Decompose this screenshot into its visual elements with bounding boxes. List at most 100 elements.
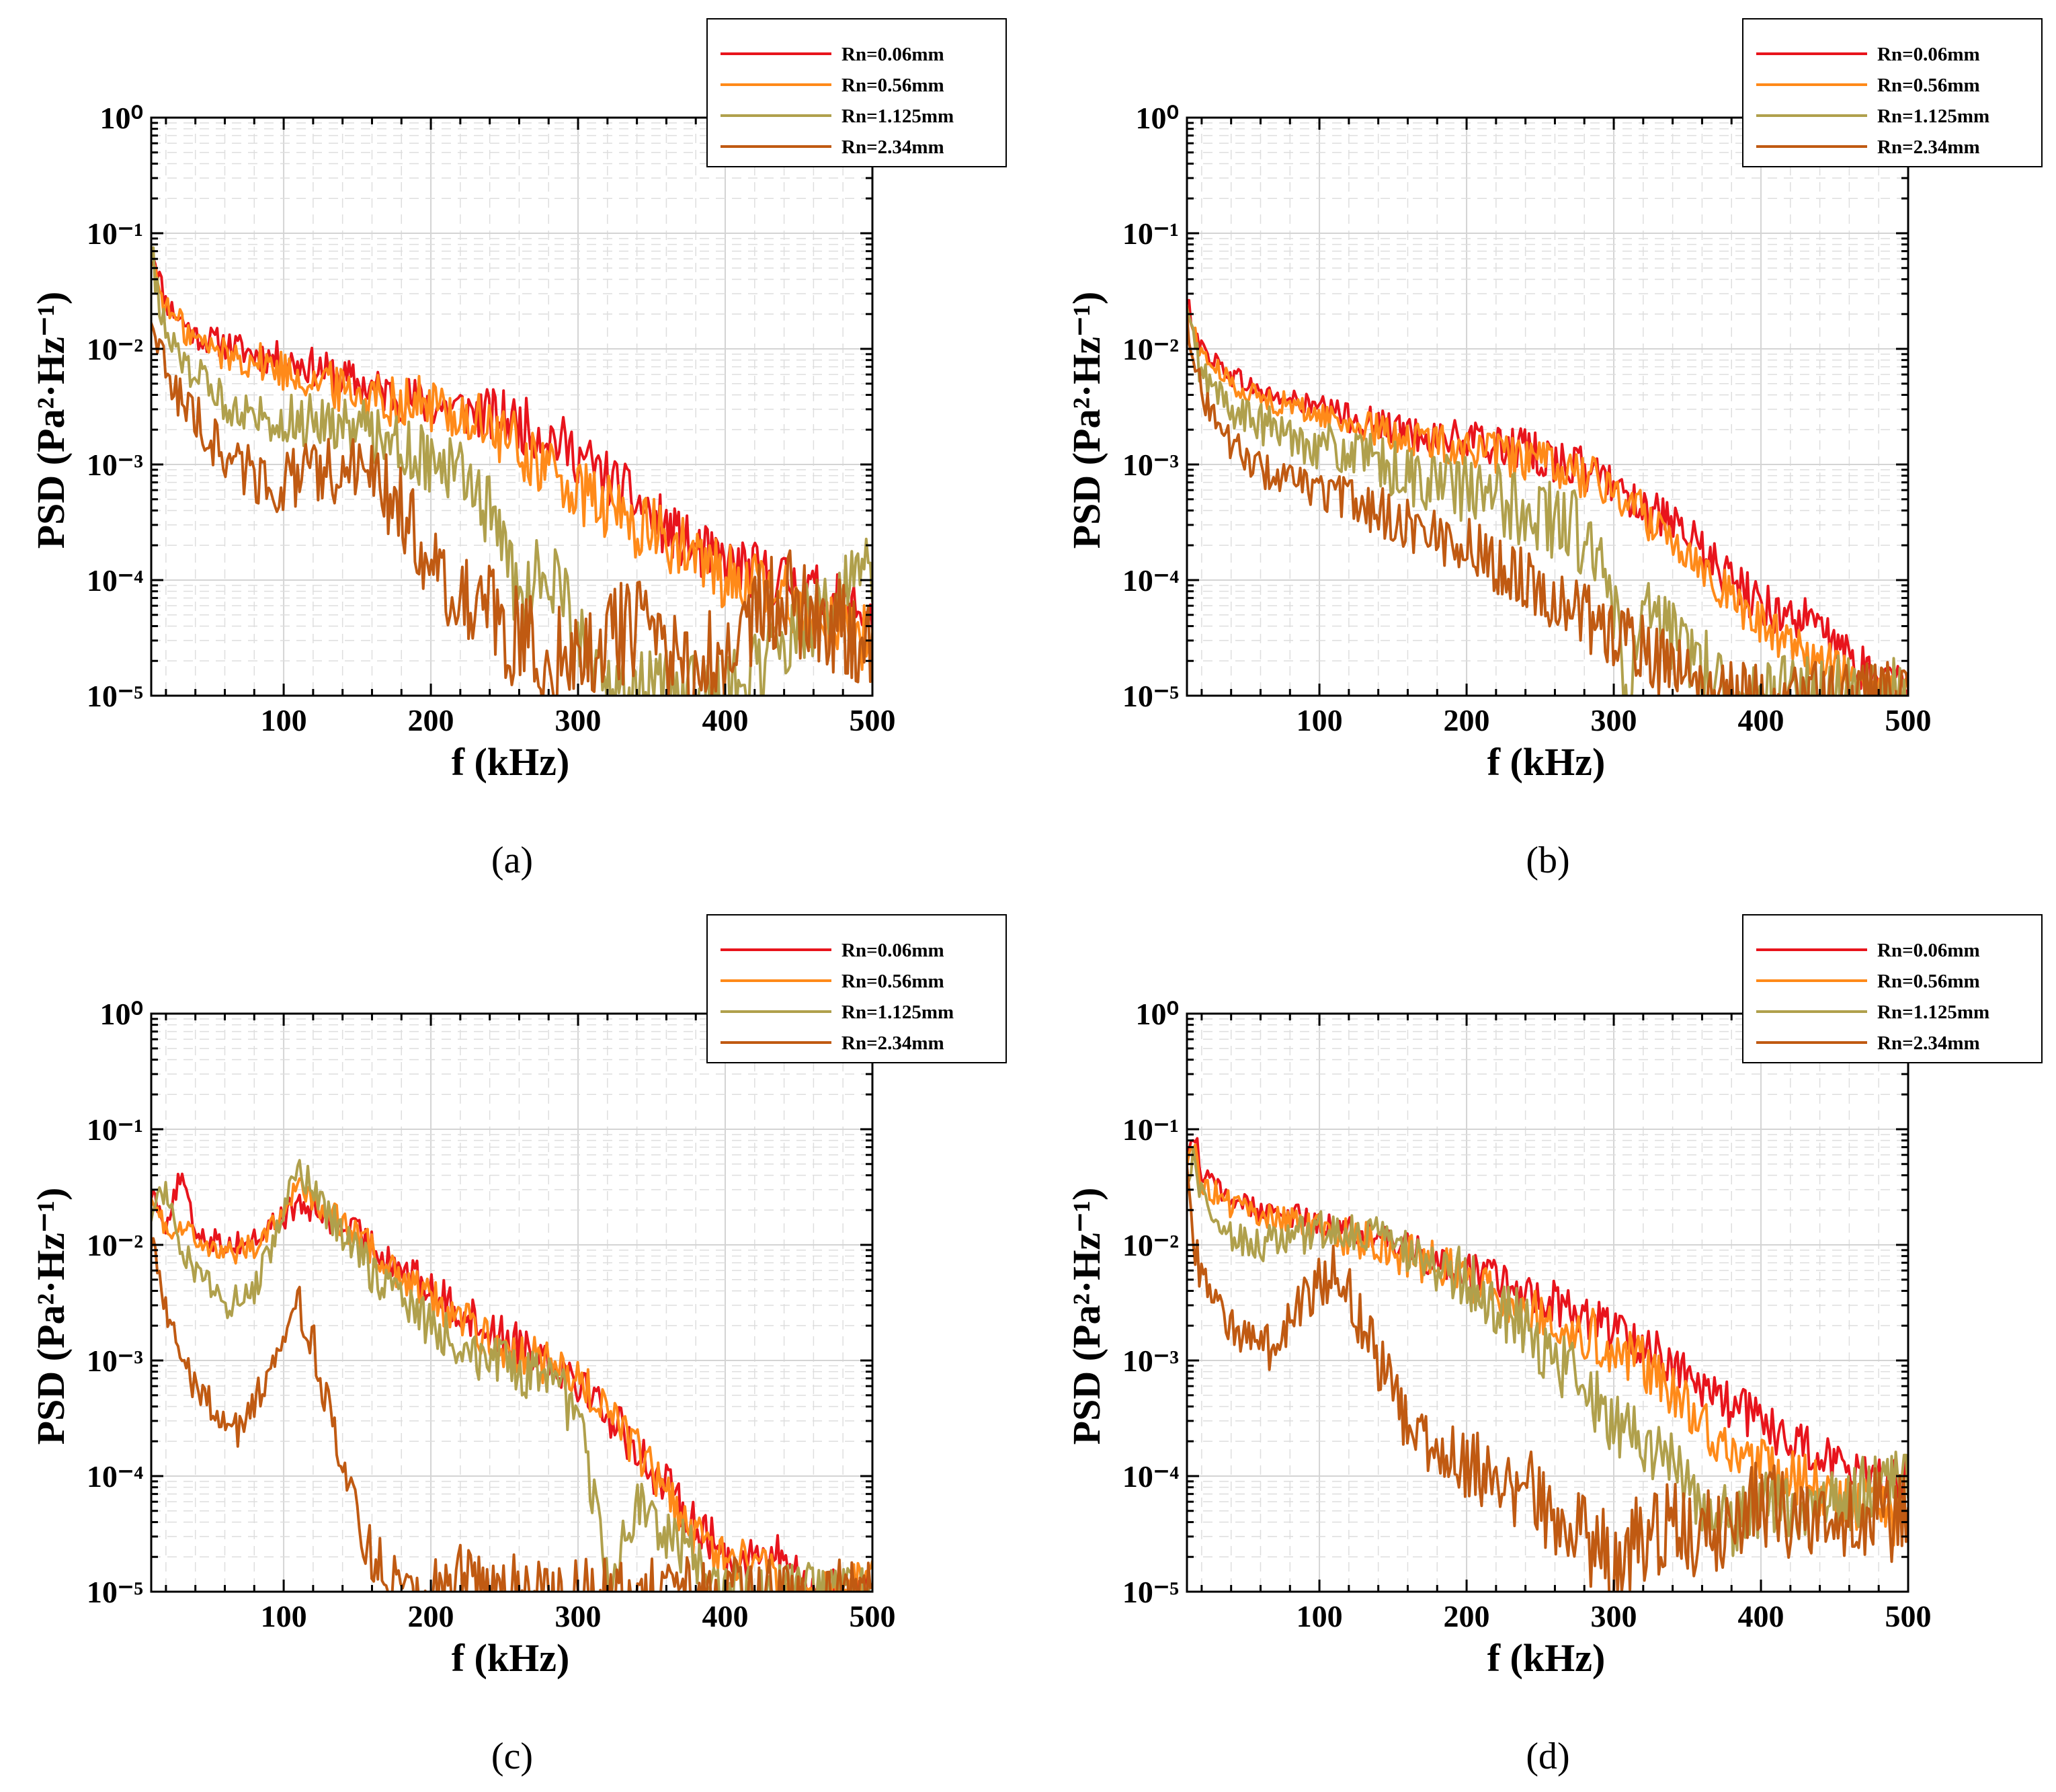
plot-frame [150,116,874,697]
y-tick-label: 10⁻⁵ [87,1575,143,1609]
legend-entry-label: Rn=0.56mm [841,971,944,992]
series-line-rn-1-125mm [1187,1146,1908,1557]
legend-box [1742,914,2043,1063]
series-group [1187,1137,1908,1592]
y-tick-label: 10⁻³ [87,1344,143,1378]
series-line-rn-0-06mm [1187,298,1908,696]
y-axis-title: PSD (Pa²·Hz⁻¹) [29,1188,73,1445]
panel-c: 100 200 300 400 500 10⁰ 10⁻¹ 10⁻² 10⁻³ 10⁻⁴ 10⁻⁵ f … [29,914,1007,1777]
x-tick-label: 500 [850,1599,896,1633]
y-axis-title-main: PSD [1065,1361,1108,1444]
legend-entry-label: Rn=0.56mm [1877,75,1980,96]
x-axis-title: f (kHz) [1487,740,1606,784]
y-tick-label: 10⁻⁴ [1122,563,1179,598]
series-line-rn-2-34mm [1187,1164,1908,1592]
x-tick-label: 500 [850,703,896,737]
y-tick-label: 10⁻² [1122,332,1179,366]
legend-entry-label: Rn=1.125mm [841,106,954,127]
legend-entry-label: Rn=2.34mm [841,136,944,158]
y-axis-title: PSD (Pa²·Hz⁻¹) [29,292,73,549]
panel-label: (d) [1526,1736,1569,1777]
plot-frame [1186,1012,1909,1593]
y-tick-label: 10⁻¹ [87,216,143,251]
y-tick-label: 10⁻¹ [1122,1112,1179,1147]
y-tick-label: 10⁻⁴ [87,563,143,598]
x-tick-label: 100 [1297,703,1343,737]
x-tick-label: 100 [261,703,307,737]
x-tick-label: 400 [1738,1599,1784,1633]
y-tick-label: 10⁻⁵ [1122,679,1179,713]
y-tick-label: 10⁰ [1136,997,1179,1031]
y-axis-title-main: PSD [29,1361,73,1444]
legend: Rn=0.06mm Rn=0.56mm Rn=1.125mm Rn=2.34mm [706,914,1007,1063]
y-tick-label: 10⁻³ [1122,1344,1179,1378]
x-tick-label: 400 [1738,703,1784,737]
y-tick-label: 10⁻⁴ [1122,1459,1179,1494]
panel-label: (a) [491,840,533,881]
legend-box [706,914,1007,1063]
legend: Rn=0.06mm Rn=0.56mm Rn=1.125mm Rn=2.34mm [1742,18,2043,167]
y-tick-label: 10⁻⁴ [87,1459,143,1494]
y-tick-label: 10⁰ [100,101,143,135]
legend-box [1742,18,2043,167]
y-axis-title: PSD (Pa²·Hz⁻¹) [1065,292,1108,549]
ticks [1187,118,1908,696]
grid [151,1014,872,1592]
panel-b: 100 200 300 400 500 10⁰ 10⁻¹ 10⁻² 10⁻³ 10⁻⁴ 10⁻⁵ f … [1065,18,2043,881]
x-axis-title: f (kHz) [1487,1636,1606,1680]
x-tick-label: 300 [555,1599,602,1633]
x-tick-label: 200 [1444,703,1490,737]
x-tick-label: 500 [1885,703,1932,737]
panel-label: (c) [491,1736,533,1777]
legend-entry-label: Rn=2.34mm [841,1032,944,1054]
legend-entry-label: Rn=0.56mm [1877,971,1980,992]
legend-entry-label: Rn=1.125mm [841,1002,954,1023]
legend-entry-label: Rn=0.06mm [841,940,944,961]
ticks [1187,1014,1908,1592]
y-axis-title-unit: (Pa²·Hz⁻¹) [1065,1188,1108,1362]
legend-entry-label: Rn=0.56mm [841,75,944,96]
x-axis-title: f (kHz) [452,740,570,784]
legend: Rn=0.06mm Rn=0.56mm Rn=1.125mm Rn=2.34mm [706,18,1007,167]
ticks [151,1014,872,1592]
y-axis-title-unit: (Pa²·Hz⁻¹) [29,292,73,466]
panel-d: 100 200 300 400 500 10⁰ 10⁻¹ 10⁻² 10⁻³ 10⁻⁴ 10⁻⁵ f … [1065,914,2043,1777]
legend-entry-label: Rn=1.125mm [1877,106,1989,127]
legend: Rn=0.06mm Rn=0.56mm Rn=1.125mm Rn=2.34mm [1742,914,2043,1063]
x-tick-label: 200 [408,703,454,737]
y-axis-title-unit: (Pa²·Hz⁻¹) [1065,292,1108,466]
legend-entry-label: Rn=0.06mm [1877,44,1980,65]
series-line-rn-0-56mm [151,261,872,671]
y-tick-label: 10⁻¹ [1122,216,1179,251]
series-line-rn-0-56mm [1187,305,1908,696]
legend-box [706,18,1007,167]
plot-frame [1186,116,1909,697]
legend-entry-label: Rn=2.34mm [1877,136,1980,158]
y-axis-title: PSD (Pa²·Hz⁻¹) [1065,1188,1108,1445]
x-tick-label: 200 [1444,1599,1490,1633]
x-tick-label: 100 [261,1599,307,1633]
y-tick-label: 10⁻² [87,332,143,366]
legend-entry-label: Rn=2.34mm [1877,1032,1980,1054]
x-axis-title: f (kHz) [452,1636,570,1680]
x-tick-label: 400 [702,703,749,737]
y-tick-label: 10⁻² [87,1228,143,1262]
y-tick-label: 10⁰ [100,997,143,1031]
series-line-rn-2-34mm [151,321,872,696]
y-axis-title-unit: (Pa²·Hz⁻¹) [29,1188,73,1362]
legend-entry-label: Rn=0.06mm [1877,940,1980,961]
y-tick-label: 10⁻¹ [87,1112,143,1147]
panel-a: 100 200 300 400 500 10⁰ 10⁻¹ 10⁻² 10⁻³ 10⁻⁴ 10⁻⁵ f … [29,18,1007,881]
y-tick-label: 10⁻³ [1122,448,1179,482]
x-tick-label: 300 [1591,1599,1637,1633]
y-tick-label: 10⁻⁵ [1122,1575,1179,1609]
x-tick-label: 500 [1885,1599,1932,1633]
series-line-rn-2-34mm [151,1237,872,1592]
ticks [151,118,872,696]
y-axis-title-main: PSD [1065,465,1108,548]
y-tick-label: 10⁰ [1136,101,1179,135]
series-line-rn-2-34mm [1187,313,1908,696]
series-line-rn-1-125mm [151,1159,871,1592]
legend-entry-label: Rn=0.06mm [841,44,944,65]
